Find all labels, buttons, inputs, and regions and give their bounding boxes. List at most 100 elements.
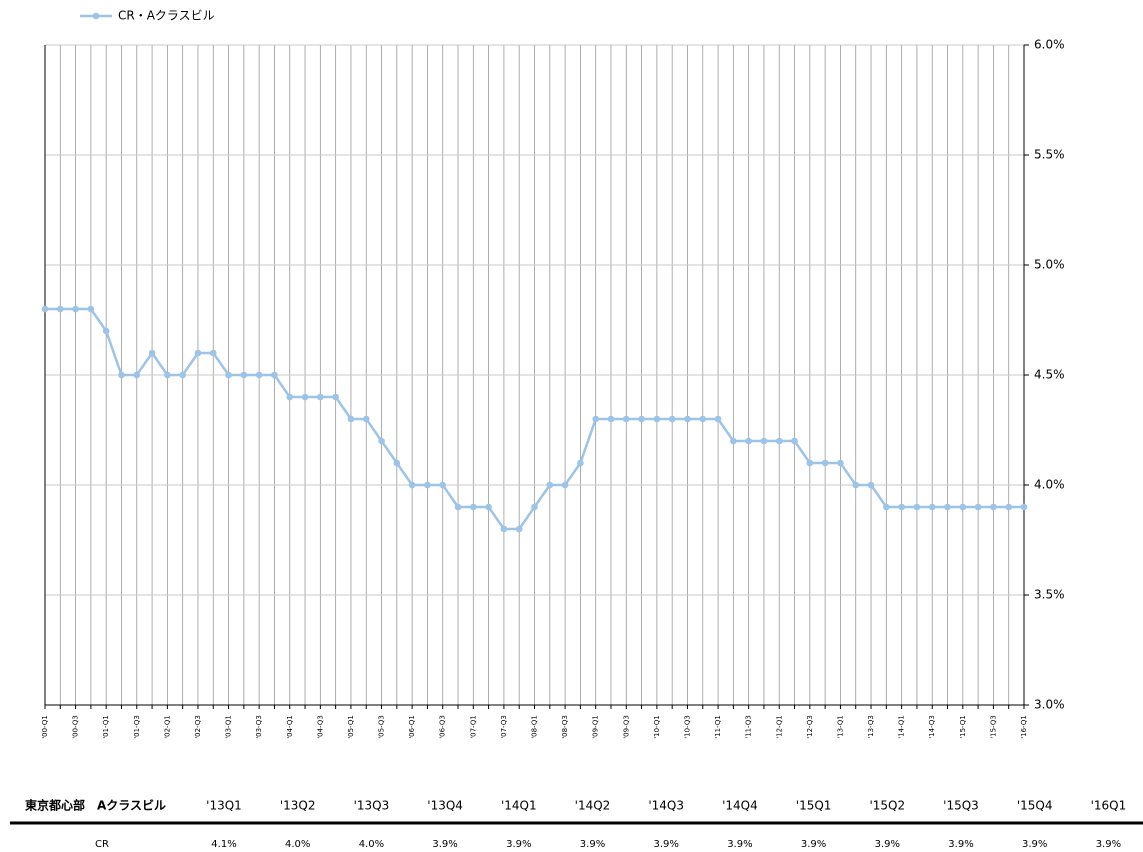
y-tick-label: 5.0%	[1034, 258, 1065, 272]
table-header: '15Q1	[796, 799, 832, 813]
point	[164, 371, 171, 379]
table-header: '15Q3	[943, 799, 979, 813]
point	[653, 415, 661, 423]
x-tick-label: '05-Q1	[347, 715, 355, 739]
point	[102, 327, 110, 335]
table-header: '13Q2	[280, 799, 316, 813]
x-tick-label: '06-Q3	[439, 715, 447, 739]
point	[424, 481, 431, 489]
table-cell: 3.9%	[432, 839, 457, 850]
x-tick-label: '15-Q1	[959, 715, 967, 739]
x-tick-label: '03-Q1	[225, 715, 233, 739]
point	[41, 305, 49, 313]
x-tick-label: '13-Q3	[867, 715, 875, 739]
point	[347, 415, 355, 423]
y-tick-label: 3.0%	[1034, 698, 1065, 712]
table-header: '14Q1	[501, 799, 537, 813]
table-header: '13Q4	[427, 799, 463, 813]
table-cell: 3.9%	[727, 839, 752, 850]
point	[1020, 503, 1028, 511]
point	[730, 437, 737, 445]
table-cell: 3.9%	[1096, 839, 1121, 850]
y-tick-label: 5.5%	[1034, 148, 1065, 162]
x-tick-label: '00-Q3	[72, 715, 80, 739]
table-cell: 3.9%	[1022, 839, 1047, 850]
point	[271, 371, 278, 379]
point	[485, 503, 492, 511]
point	[148, 349, 156, 357]
point	[118, 371, 125, 379]
table-cell: 3.9%	[801, 839, 826, 850]
x-tick-label: '00-Q1	[41, 715, 49, 739]
y-tick-label: 4.0%	[1034, 478, 1065, 492]
point	[668, 415, 676, 423]
point	[546, 481, 554, 489]
point	[225, 371, 232, 379]
table-cell: 3.9%	[653, 839, 678, 850]
table-header: 東京都心部 Aクラスビル	[25, 798, 166, 813]
point	[622, 415, 630, 423]
x-tick-label: '16-Q1	[1020, 715, 1028, 739]
x-tick-label: '01-Q3	[133, 715, 141, 739]
table-header: '14Q2	[575, 799, 611, 813]
legend-label: CR・Aクラスビル	[118, 9, 215, 23]
point	[852, 481, 860, 489]
x-tick-label: '10-Q3	[683, 715, 691, 739]
x-tick-label: '08-Q1	[531, 715, 539, 739]
point	[87, 305, 95, 313]
point	[255, 371, 263, 379]
point	[699, 415, 707, 423]
point	[745, 437, 752, 445]
point	[821, 459, 829, 467]
point	[592, 415, 599, 423]
x-tick-label: '12-Q3	[806, 715, 814, 739]
x-tick-label: '05-Q3	[378, 715, 386, 739]
y-tick-label: 6.0%	[1034, 38, 1065, 52]
x-tick-label: '09-Q1	[592, 715, 600, 739]
x-tick-label: '08-Q3	[561, 715, 569, 739]
x-tick-label: '07-Q3	[500, 715, 508, 739]
x-tick-label: '02-Q1	[163, 715, 171, 739]
table-cell: 3.9%	[948, 839, 973, 850]
x-tick-label: '12-Q1	[775, 715, 783, 739]
point	[928, 503, 936, 511]
point	[1005, 503, 1013, 511]
table-header: '15Q2	[869, 799, 905, 813]
point	[317, 393, 324, 401]
table-cell: 4.1%	[211, 839, 236, 850]
x-tick-label: '11-Q3	[745, 715, 753, 739]
point	[362, 415, 370, 423]
table-header: '13Q3	[354, 799, 390, 813]
point	[454, 503, 462, 511]
table-header: '13Q1	[206, 799, 242, 813]
table-header: '14Q3	[648, 799, 684, 813]
point	[806, 459, 814, 467]
point	[286, 393, 294, 401]
point	[378, 437, 385, 445]
point	[209, 349, 217, 357]
x-tick-label: '11-Q1	[714, 715, 722, 739]
table-header: '16Q1	[1091, 799, 1127, 813]
table-cell: 4.0%	[359, 839, 384, 850]
table-cell: 4.0%	[285, 839, 310, 850]
y-tick-label: 3.5%	[1034, 588, 1065, 602]
x-tick-label: '02-Q3	[194, 715, 202, 739]
point	[775, 437, 783, 445]
x-tick-label: '09-Q3	[622, 715, 630, 739]
point	[974, 503, 982, 511]
point	[439, 481, 447, 489]
x-tick-label: '10-Q1	[653, 715, 661, 739]
point	[133, 371, 141, 379]
x-tick-label: '13-Q1	[836, 715, 844, 739]
x-tick-label: '06-Q1	[408, 715, 416, 739]
point	[56, 305, 64, 313]
table-header: '15Q4	[1017, 799, 1053, 813]
table-cell: 3.9%	[506, 839, 531, 850]
x-tick-label: '03-Q3	[255, 715, 263, 739]
table-header: '14Q4	[722, 799, 758, 813]
legend-marker	[92, 12, 100, 20]
point	[883, 503, 890, 511]
x-tick-label: '14-Q1	[898, 715, 906, 739]
